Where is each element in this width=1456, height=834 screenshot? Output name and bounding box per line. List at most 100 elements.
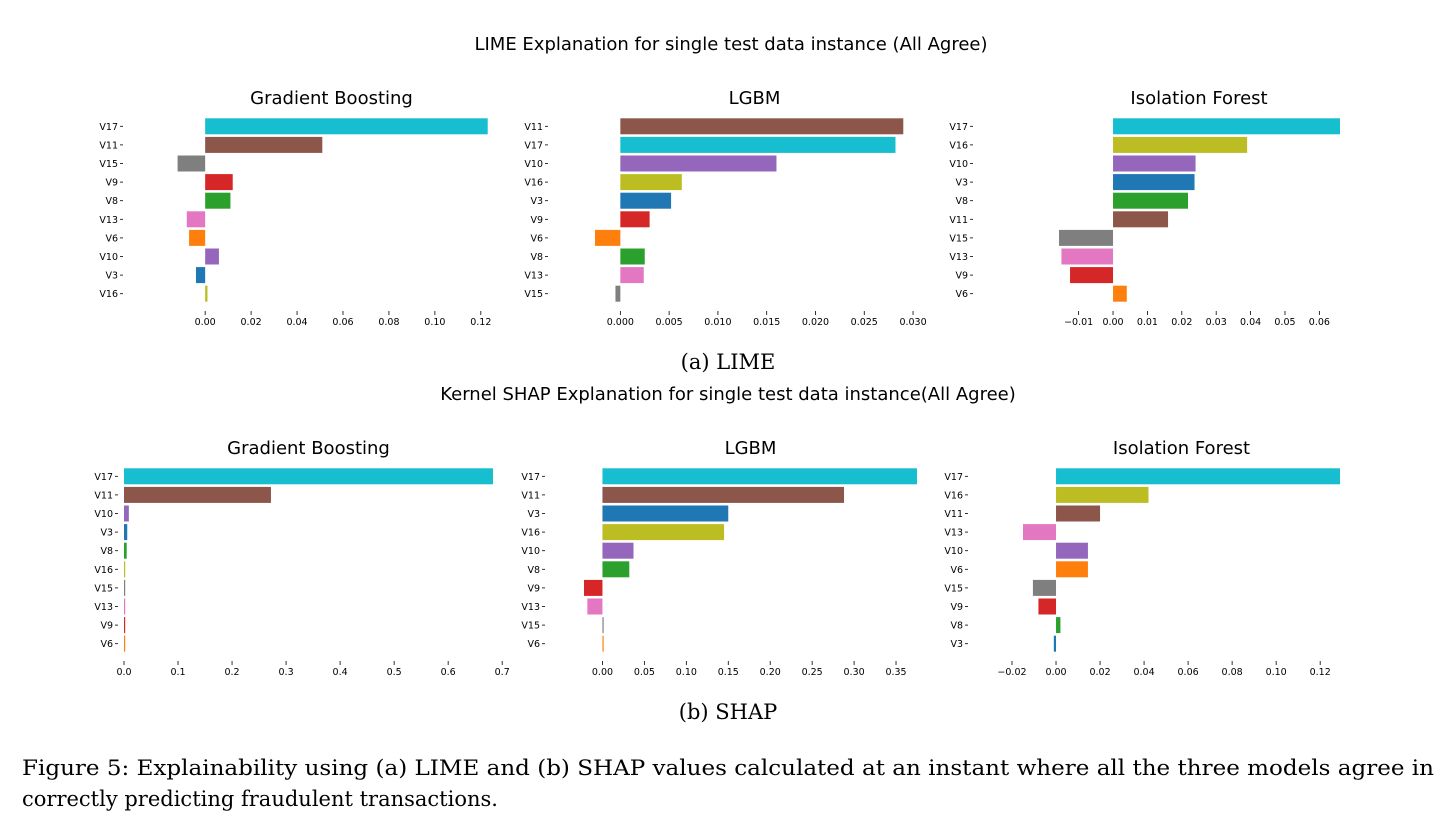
bar-v8 bbox=[620, 248, 645, 265]
y-tick-label-v15: V15 bbox=[521, 621, 540, 632]
y-tick-label-v10: V10 bbox=[949, 159, 968, 170]
y-tick-label-v17: V17 bbox=[521, 472, 540, 483]
x-tick-label: −0.01 bbox=[1064, 317, 1093, 328]
chart-panels: Gradient Boosting V17 V11 V15 V9 V8 V13 V6 V10 V3… bbox=[94, 88, 1340, 678]
y-tick-label-v10: V10 bbox=[524, 159, 543, 170]
bar-v8 bbox=[205, 192, 231, 209]
y-tick-label-v17: V17 bbox=[949, 122, 968, 133]
y-tick-label-v16: V16 bbox=[99, 289, 118, 300]
y-tick-label-v16: V16 bbox=[94, 565, 113, 576]
bar-v6 bbox=[602, 635, 604, 652]
y-tick-label-v15: V15 bbox=[949, 233, 968, 244]
x-tick-label: 0.06 bbox=[1309, 317, 1330, 328]
bar-v3 bbox=[620, 192, 672, 209]
x-tick-label: 0.00 bbox=[1102, 317, 1123, 328]
y-tick-label-v3: V3 bbox=[527, 509, 540, 520]
x-tick-label: 0.4 bbox=[333, 667, 348, 678]
y-tick-label-v11: V11 bbox=[944, 509, 963, 520]
bar-v15 bbox=[602, 617, 604, 634]
x-tick-label: 0.02 bbox=[241, 317, 262, 328]
y-tick-label-v10: V10 bbox=[94, 509, 113, 520]
y-tick-label-v13: V13 bbox=[521, 602, 540, 613]
bar-v9 bbox=[584, 579, 603, 596]
y-tick-label-v13: V13 bbox=[944, 528, 963, 539]
bar-v8 bbox=[124, 542, 127, 559]
y-tick-label-v11: V11 bbox=[949, 215, 968, 226]
x-tick-label: 0.000 bbox=[607, 317, 634, 328]
y-tick-label-v8: V8 bbox=[955, 196, 968, 207]
bar-v3 bbox=[1113, 174, 1195, 191]
bar-v8 bbox=[1113, 192, 1188, 209]
y-tick-label-v8: V8 bbox=[100, 546, 113, 557]
chart-title: LGBM bbox=[725, 438, 777, 459]
chart-title: Gradient Boosting bbox=[227, 438, 390, 459]
y-tick-label-v13: V13 bbox=[99, 215, 118, 226]
y-tick-label-v16: V16 bbox=[524, 178, 543, 189]
chart-title: LGBM bbox=[729, 88, 781, 109]
y-tick-label-v11: V11 bbox=[99, 140, 118, 151]
bar-v17 bbox=[620, 136, 896, 153]
y-tick-label-v3: V3 bbox=[955, 178, 968, 189]
bar-v16 bbox=[124, 561, 126, 578]
x-tick-label: 0.030 bbox=[899, 317, 926, 328]
bar-v9 bbox=[205, 174, 233, 191]
chart-panel-lime-1: Gradient Boosting V17 V11 V15 V9 V8 V13 V6 V10 V3… bbox=[99, 88, 491, 328]
bar-v9 bbox=[1038, 598, 1057, 615]
y-tick-label-v3: V3 bbox=[105, 271, 118, 282]
chart-title: Isolation Forest bbox=[1130, 88, 1267, 109]
y-tick-label-v9: V9 bbox=[527, 583, 540, 594]
y-tick-label-v6: V6 bbox=[105, 233, 118, 244]
chart-title: Isolation Forest bbox=[1113, 438, 1250, 459]
y-tick-label-v11: V11 bbox=[524, 122, 543, 133]
x-tick-label: 0.005 bbox=[656, 317, 683, 328]
chart-panel-shap-2: LGBM V17 V11 V3 V16 V10 V8 V9 V13 V15 V6 0.00 0.05 0.… bbox=[521, 438, 917, 678]
y-tick-label-v15: V15 bbox=[99, 159, 118, 170]
x-tick-label: 0.06 bbox=[332, 317, 353, 328]
y-tick-label-v13: V13 bbox=[94, 602, 113, 613]
bar-v17 bbox=[124, 468, 493, 485]
x-tick-label: 0.02 bbox=[1171, 317, 1192, 328]
bar-v13 bbox=[620, 267, 644, 284]
y-tick-label-v9: V9 bbox=[100, 621, 113, 632]
y-tick-label-v17: V17 bbox=[99, 122, 118, 133]
x-tick-label: 0.20 bbox=[760, 667, 781, 678]
bar-v16 bbox=[602, 524, 725, 541]
bar-v13 bbox=[1023, 524, 1057, 541]
shap-subcaption: (b) SHAP bbox=[679, 700, 778, 724]
bar-v15 bbox=[177, 155, 206, 172]
x-tick-label: 0.03 bbox=[1206, 317, 1227, 328]
figure-caption-line-2: correctly predicting fraudulent transact… bbox=[22, 787, 498, 811]
y-tick-label-v6: V6 bbox=[530, 233, 543, 244]
x-tick-label: 0.12 bbox=[1310, 667, 1331, 678]
y-tick-label-v16: V16 bbox=[949, 140, 968, 151]
x-tick-label: 0.08 bbox=[378, 317, 399, 328]
x-tick-label: 0.35 bbox=[885, 667, 906, 678]
x-tick-label: 0.015 bbox=[753, 317, 780, 328]
bar-v11 bbox=[124, 486, 271, 503]
x-tick-label: 0.04 bbox=[286, 317, 307, 328]
bar-v11 bbox=[205, 136, 323, 153]
x-tick-label: 0.2 bbox=[224, 667, 239, 678]
chart-panel-shap-3: Isolation Forest V17 V16 V11 V13 V10 V6 V15 V9 V8… bbox=[944, 438, 1340, 678]
bar-v16 bbox=[1056, 486, 1149, 503]
x-tick-label: 0.04 bbox=[1240, 317, 1261, 328]
x-tick-label: 0.6 bbox=[441, 667, 456, 678]
bar-v10 bbox=[620, 155, 777, 172]
bar-v6 bbox=[124, 635, 126, 652]
x-tick-label: 0.010 bbox=[704, 317, 731, 328]
bar-v10 bbox=[205, 248, 219, 265]
bar-v9 bbox=[124, 617, 126, 634]
bar-v3 bbox=[124, 524, 128, 541]
bar-v11 bbox=[1113, 211, 1169, 228]
bar-v11 bbox=[602, 486, 845, 503]
lime-subcaption: (a) LIME bbox=[681, 350, 776, 374]
bar-v13 bbox=[186, 211, 206, 228]
y-tick-label-v11: V11 bbox=[94, 490, 113, 501]
x-tick-label: 0.00 bbox=[195, 317, 216, 328]
y-tick-label-v8: V8 bbox=[950, 621, 963, 632]
bar-v10 bbox=[1056, 542, 1088, 559]
bar-v11 bbox=[1056, 505, 1101, 522]
bar-v13 bbox=[1061, 248, 1114, 265]
x-tick-label: 0.10 bbox=[424, 317, 445, 328]
bar-v3 bbox=[602, 505, 729, 522]
